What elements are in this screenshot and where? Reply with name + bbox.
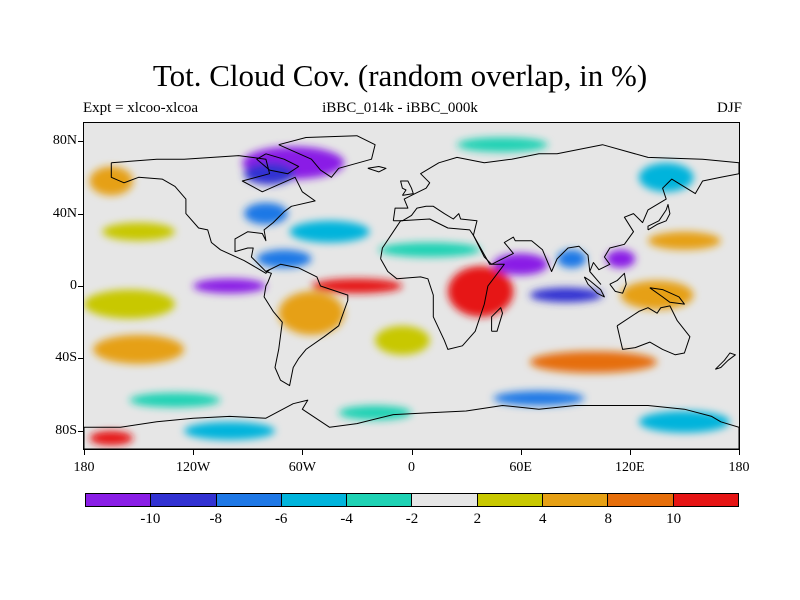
- colorbar-segment: [412, 494, 478, 506]
- anomaly-region: [244, 202, 288, 225]
- colorbar-segment: [281, 494, 348, 506]
- anomaly-region: [84, 289, 175, 319]
- coastline: [583, 276, 605, 298]
- map-svg: [84, 123, 739, 449]
- anomaly-region: [311, 278, 403, 294]
- colorbar-label: 10: [666, 511, 682, 527]
- lon-tick: [412, 449, 413, 455]
- coastline: [278, 135, 376, 178]
- coastline-layer: [84, 135, 739, 449]
- colorbar-label: -2: [405, 511, 419, 527]
- lat-tick: [78, 141, 84, 142]
- anomaly-region: [289, 220, 370, 243]
- colorbar-segment: [477, 494, 544, 506]
- anomaly-field-layer: [84, 123, 739, 449]
- coastline: [400, 180, 414, 196]
- anomaly-region: [638, 410, 730, 433]
- lat-tick: [78, 214, 84, 215]
- anomaly-region: [648, 231, 721, 250]
- lon-tick: [302, 449, 303, 455]
- colorbar-segment: [608, 494, 674, 506]
- anomaly-region: [278, 291, 345, 335]
- page-title: Tot. Cloud Cov. (random overlap, in %): [152, 58, 648, 93]
- lon-tick: [521, 449, 522, 455]
- anomaly-region: [256, 249, 312, 268]
- lat-tick: [78, 358, 84, 359]
- coastline: [84, 399, 739, 449]
- coastline: [616, 305, 691, 356]
- anomaly-region: [493, 253, 548, 276]
- coastline: [263, 263, 349, 387]
- lat-tick-label: 0: [70, 278, 77, 293]
- anomaly-region: [529, 351, 658, 373]
- colorbar-segment: [673, 494, 738, 506]
- lat-tick: [78, 286, 84, 287]
- lon-tick-label: 180: [73, 460, 95, 475]
- anomaly-region: [102, 222, 175, 241]
- season-label: DJF: [716, 100, 742, 116]
- coastline: [649, 287, 685, 305]
- colorbar-label: 2: [473, 511, 482, 527]
- colorbar-label: -6: [274, 511, 288, 527]
- coastline: [256, 153, 300, 175]
- colorbar-label: -4: [340, 511, 353, 527]
- lon-tick-label: 180: [728, 460, 750, 475]
- anomaly-region: [493, 391, 585, 406]
- colorbar-label: 8: [604, 511, 612, 527]
- lat-tick-label: 40S: [55, 350, 77, 366]
- anomaly-region: [184, 421, 276, 440]
- lon-tick-label: 60W: [288, 460, 316, 475]
- coastline: [392, 144, 739, 285]
- colorbar-segment: [347, 494, 413, 506]
- colorbar-segment: [543, 494, 609, 506]
- colorbar-segment: [216, 494, 282, 506]
- lon-tick-label: 60E: [509, 460, 532, 475]
- colorbar-label: 4: [539, 511, 547, 527]
- coastline: [380, 218, 505, 350]
- anomaly-region: [378, 242, 481, 258]
- lon-tick-label: 120E: [615, 460, 645, 475]
- lon-tick: [630, 449, 631, 455]
- colorbar-label: -10: [140, 511, 161, 527]
- lat-tick: [78, 431, 84, 432]
- colorbar: [85, 493, 739, 507]
- colorbar-segment: [86, 494, 152, 506]
- anomaly-region: [89, 430, 134, 446]
- map-plot-area: [83, 122, 740, 450]
- lat-tick-label: 40N: [52, 205, 77, 221]
- anomaly-region: [557, 249, 587, 268]
- lat-tick-label: 80N: [52, 133, 77, 149]
- coastline: [367, 166, 387, 173]
- anomaly-region: [89, 166, 134, 196]
- anomaly-region: [620, 280, 694, 310]
- coastline: [647, 204, 671, 231]
- lon-tick: [84, 449, 85, 455]
- lon-tick-label: 120W: [176, 460, 211, 475]
- coastline: [110, 155, 316, 274]
- anomaly-region: [456, 137, 548, 152]
- anomaly-region: [375, 325, 430, 355]
- coastline: [491, 307, 503, 332]
- anomaly-region: [606, 249, 636, 268]
- coastline: [714, 352, 736, 370]
- anomaly-region: [193, 278, 266, 294]
- lon-tick: [739, 449, 740, 455]
- anomaly-region: [129, 392, 221, 408]
- lon-tick-label: 0: [408, 460, 415, 475]
- anomaly-region: [447, 266, 514, 317]
- lon-tick: [193, 449, 194, 455]
- coastline: [609, 272, 627, 294]
- colorbar-segment: [151, 494, 217, 506]
- experiment-label: Expt = xlcoo-xlcoa: [83, 100, 199, 116]
- anomaly-region: [338, 405, 412, 421]
- anomaly-region: [93, 334, 185, 364]
- lat-tick-label: 80S: [55, 422, 77, 438]
- anomaly-region: [529, 287, 603, 303]
- run-comparison-label: iBBC_014k - iBBC_000k: [322, 100, 478, 116]
- colorbar-label: -8: [209, 511, 223, 527]
